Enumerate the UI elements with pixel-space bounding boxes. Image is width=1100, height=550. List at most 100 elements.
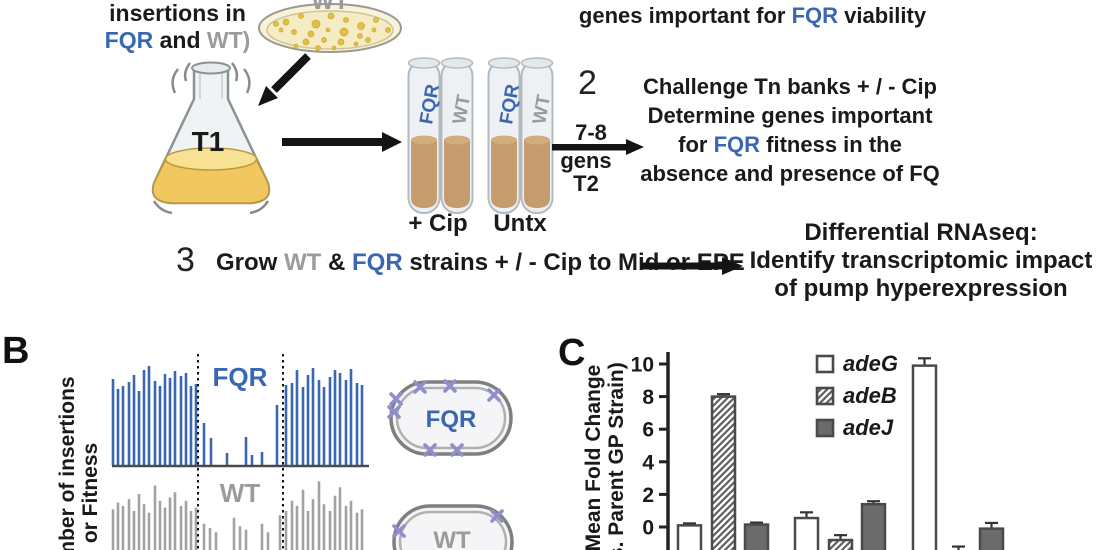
y-tick-label: 0 [642,517,654,540]
y-tick-label: 10 [631,354,654,377]
fqr-word: FQR [104,27,154,53]
flask-label: T1 [192,126,225,157]
arrow-step3 [642,257,743,275]
step2-line3-fqr: FQR [713,132,761,157]
fqr-plot-label: FQR [213,362,268,392]
step2-text: Challenge Tn banks + / - Cip Determine g… [628,72,952,188]
arrow-flask-to-tubes [282,132,402,152]
wt-insertion-bars [111,481,364,550]
panel-b-plot: Number of insertions or Fitness FQR WT F… [56,354,514,550]
step2-line1: Challenge Tn banks + / - Cip [643,74,937,99]
chart-legend: adeG adeB adeJ [815,351,898,440]
fold-change-bars [676,357,1005,550]
tube-label: WT [529,93,555,126]
panel-b-letter: B [2,330,30,372]
efflux-pump-icon [392,524,406,538]
and-word: and [153,27,207,53]
legend-item: adeG [815,351,898,376]
y-tick-label: 4 [642,451,654,474]
culture-tubes: FQR WT FQR WT [407,57,555,214]
wt-word: WT) [206,27,251,53]
step3-grow: Grow [216,249,285,276]
bar-adeG-group3 [911,364,938,550]
efflux-pump-icons-fqr [387,379,501,457]
efflux-pump-icon [387,405,401,419]
legend-label: adeJ [843,415,894,440]
tubes-caption-cip: + Cip [408,210,468,237]
efflux-pump-icon [389,392,403,406]
step2-number: 2 [578,64,597,102]
capsule-cell-wt: WT [392,504,514,550]
efflux-pump-icon [450,443,464,457]
arrow-transfer [552,139,644,155]
bar-adeJ-group2 [860,502,887,550]
step3-amp: & [321,249,352,276]
y-tick-label: 8 [642,386,654,409]
step2-line3-c: fitness in the [760,132,902,157]
step2-line3-a: for [678,132,714,157]
legend-label: adeG [843,351,898,376]
bar-adeG-group2 [793,516,820,550]
legend-swatch-adeG [815,354,835,374]
culture-tube: FQR [487,57,524,214]
bar-adeB-group1 [710,395,737,550]
efflux-pump-icon [443,379,457,393]
bar-adeJ-group1 [743,523,770,550]
rnaseq-line2: Identify transcriptomic impact [749,247,1093,274]
arrow-dish-to-flask [258,53,311,106]
panel-b-ylabel-line1: Number of insertions [56,376,79,550]
flask: T1 [151,61,271,215]
y-tick-label: 2 [642,484,654,507]
culture-tube: WT [440,57,475,214]
efflux-pump-icon [487,388,501,402]
fqr-insertion-bars [111,366,364,465]
legend-swatch-adeB [815,386,835,406]
legend-label: adeB [843,383,897,408]
step1-left-line1: insertions in [109,0,246,26]
culture-tube: FQR [407,57,444,214]
legend-item: adeB [815,383,897,408]
step3-fqr: FQR [352,249,403,276]
transfer-t2-label: T2 [573,171,599,196]
efflux-pump-icon [490,509,504,523]
bar-adeB-group2 [827,538,854,550]
culture-tube: WT [520,57,555,214]
step1-text: genes important for FQR viability [560,1,945,30]
step1-left-line2: FQR and WT) [70,27,285,54]
step3-number: 3 [176,241,195,279]
panel-c-ylabel-line1: Mean Fold Change [582,365,605,550]
capsule-cell-fqr: FQR [387,379,513,457]
efflux-pump-icons-wt [392,509,504,538]
step2-line2: Determine genes important [647,103,933,128]
legend-item: adeJ [815,415,894,440]
panel-c-letter: C [558,332,586,374]
capsule-fqr-label: FQR [426,406,477,433]
step2-line3: for FQR fitness in the [628,130,952,159]
tubes-caption-untx: Untx [493,210,547,237]
efflux-pump-icon [413,380,427,394]
wt-plot-label: WT [220,478,261,508]
rnaseq-text: Differential RNAseq: Identify transcript… [742,219,1100,303]
y-axis-ticks: 0 2 4 6 8 10 [631,354,668,540]
step1-part1: genes important for [578,3,792,28]
panel-c-chart: Mean Fold Change (vs. Parent GP Strain) … [582,351,1005,550]
tube-label: WT [449,93,475,126]
panel-c-ylabel-line2: (vs. Parent GP Strain) [605,362,628,550]
region-dotted-lines [197,354,284,550]
step1-left-text: insertions in FQR and WT) [70,0,285,54]
shake-marks [152,62,270,215]
rnaseq-line1: Differential RNAseq: [804,219,1038,246]
rnaseq-line3: of pump hyperexpression [774,275,1068,302]
legend-swatch-adeJ [815,418,835,438]
transfer-gens-top: 7-8 [575,120,607,145]
transfer-gens-label: gens [560,148,612,173]
capsule-wt-label: WT [433,527,471,550]
step2-line4: absence and presence of FQ [640,161,940,186]
petri-label: WT [311,0,349,15]
error-bar [952,545,965,550]
panel-b-ylabel-line2: or Fitness [79,443,102,543]
colonies [273,12,391,51]
petri-dish: WT [258,0,402,53]
flask-liquid [152,158,270,204]
